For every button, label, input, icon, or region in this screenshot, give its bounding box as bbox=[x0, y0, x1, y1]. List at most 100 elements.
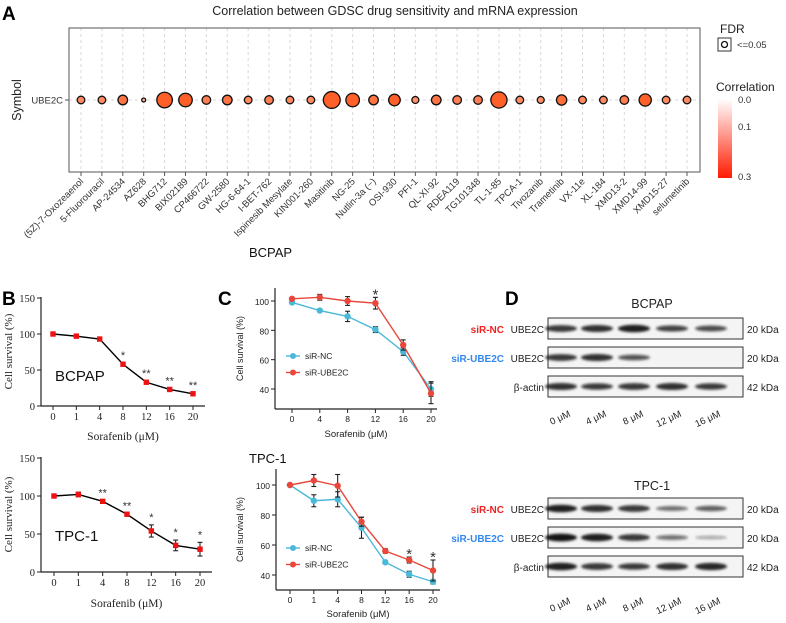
bubble-NG-25 bbox=[345, 92, 361, 108]
protein-band bbox=[695, 505, 727, 512]
panel-a-bubble-chart: Correlation between GDSC drug sensitivit… bbox=[10, 4, 775, 241]
y-tick-label: 100 bbox=[256, 481, 270, 491]
y-tick-label: 40 bbox=[261, 571, 271, 581]
lane-label: 12 μM bbox=[655, 409, 684, 430]
data-point bbox=[143, 379, 150, 385]
data-point bbox=[51, 493, 57, 499]
x-tick-label: 16 bbox=[164, 412, 175, 423]
data-point bbox=[316, 294, 323, 301]
bubble-AP-24534 bbox=[117, 94, 129, 106]
x-tick-label: 12 bbox=[381, 595, 391, 605]
protein-band bbox=[581, 324, 613, 333]
x-tick-label: 8 bbox=[124, 578, 129, 589]
bubble-XMD14-99 bbox=[638, 93, 652, 107]
y-tick-label: 50 bbox=[25, 366, 36, 377]
x-tick-label: 0 bbox=[51, 578, 56, 589]
data-point bbox=[148, 528, 155, 534]
blot-row: β-actin 42 kDa bbox=[514, 375, 779, 398]
bubble-OSI-930 bbox=[388, 93, 401, 107]
x-axis-label: Sorafenib (μM) bbox=[87, 431, 159, 443]
data-point bbox=[166, 386, 173, 393]
bubble-TPCA-1 bbox=[515, 95, 525, 105]
blot-size-label: 20 kDa bbox=[747, 354, 779, 365]
bubble-Nutlin-3a (−) bbox=[368, 94, 380, 106]
legend-label: siR-UBE2C bbox=[305, 368, 348, 378]
protein-band bbox=[656, 382, 688, 391]
data-point bbox=[50, 331, 56, 337]
significance-marker: ** bbox=[142, 368, 151, 380]
cell-line-label: BCPAP bbox=[55, 368, 105, 385]
bubble-QL-XI-92 bbox=[430, 94, 442, 106]
data-point bbox=[99, 498, 106, 505]
y-axis-label: Cell survival (%) bbox=[3, 313, 15, 389]
blot-size-label: 20 kDa bbox=[747, 534, 779, 545]
x-tick-label: 8 bbox=[345, 414, 350, 424]
protein-band bbox=[581, 383, 613, 390]
data-point bbox=[372, 326, 379, 333]
panel-letter-A: A bbox=[2, 4, 16, 25]
x-tick-label: 20 bbox=[426, 414, 436, 424]
lane-label: 4 μM bbox=[584, 409, 608, 428]
bubble-I-BET-762 bbox=[264, 95, 275, 105]
panel-c-tpc1-line-chart: 40 60 80 100 0 1 4 8 12 16 20 Sorafenib (μM) Cell su… bbox=[235, 451, 440, 620]
data-point bbox=[429, 567, 437, 574]
significance-marker: * bbox=[121, 350, 126, 362]
y-tick-label: UBE2C bbox=[31, 96, 63, 107]
panel-letter-D: D bbox=[505, 289, 519, 310]
legend-color-tick: 0.3 bbox=[738, 172, 751, 183]
data-point bbox=[427, 390, 435, 397]
y-tick-label: 0 bbox=[30, 402, 35, 413]
y-tick-label: 60 bbox=[260, 356, 270, 366]
series-line bbox=[291, 301, 432, 390]
panel-b-tpc1-line-chart: 0 50 100 150 0 1 4 8 12 16 20 Sorafenib (μM) Cell su… bbox=[3, 454, 212, 610]
legend-color-tick: 0.0 bbox=[738, 95, 751, 106]
legend-color-tick: 0.1 bbox=[738, 122, 751, 133]
protein-band bbox=[581, 533, 613, 542]
data-point bbox=[334, 496, 341, 503]
bubble-TG101348 bbox=[473, 95, 483, 105]
y-tick-label: 80 bbox=[261, 511, 271, 521]
data-point bbox=[286, 481, 294, 489]
blot-group-label: siR-NC bbox=[471, 325, 504, 336]
lane-label: 0 μM bbox=[548, 409, 572, 428]
data-point bbox=[405, 571, 413, 578]
x-tick-label: 20 bbox=[195, 578, 206, 589]
panel-b-bcpap-line-chart: 0 50 100 150 0 1 4 8 12 16 20 Sorafenib (μM) Cell su… bbox=[3, 294, 205, 443]
protein-band bbox=[545, 382, 577, 391]
protein-band bbox=[618, 383, 650, 390]
y-axis-label: Cell survival (%) bbox=[235, 497, 245, 562]
significance-marker: ** bbox=[123, 500, 132, 512]
data-point bbox=[372, 300, 379, 307]
lane-label: 16 μM bbox=[694, 596, 723, 617]
x-tick-label: 20 bbox=[428, 595, 438, 605]
legend-fdr-title: FDR bbox=[720, 22, 745, 36]
data-point bbox=[96, 336, 103, 342]
x-tick-label: 0 bbox=[290, 414, 295, 424]
bubble-AZ628 bbox=[141, 97, 147, 103]
data-point bbox=[400, 341, 407, 349]
blot-protein-label: β-actin bbox=[514, 383, 544, 394]
chart-title: TPC-1 bbox=[249, 451, 287, 466]
bubble-XL-184 bbox=[598, 95, 608, 105]
legend-label: siR-UBE2C bbox=[305, 560, 348, 570]
x-tick-label: 0 bbox=[50, 412, 55, 423]
blot-protein-label: β-actin bbox=[514, 563, 544, 574]
blot-row: siR-UBE2C UBE2C 20 kDa bbox=[451, 526, 779, 549]
blot-group-label: siR-NC bbox=[471, 505, 504, 516]
y-axis-label: Cell survival (%) bbox=[3, 476, 15, 552]
blot-size-label: 42 kDa bbox=[747, 383, 779, 394]
protein-band bbox=[656, 325, 688, 332]
panel-letter-C: C bbox=[218, 289, 232, 310]
legend-marker bbox=[290, 353, 296, 359]
x-tick-label: 20 bbox=[188, 412, 199, 423]
series-siR-NC bbox=[288, 299, 435, 397]
significance-marker: * bbox=[372, 286, 378, 303]
bubble-HG-6-64-1 bbox=[243, 95, 253, 105]
y-tick-label: 40 bbox=[260, 385, 270, 395]
data-point bbox=[172, 542, 179, 549]
y-tick-label: 60 bbox=[261, 541, 271, 551]
data-point bbox=[429, 578, 437, 585]
protein-band bbox=[618, 505, 650, 512]
series-line bbox=[291, 296, 432, 394]
